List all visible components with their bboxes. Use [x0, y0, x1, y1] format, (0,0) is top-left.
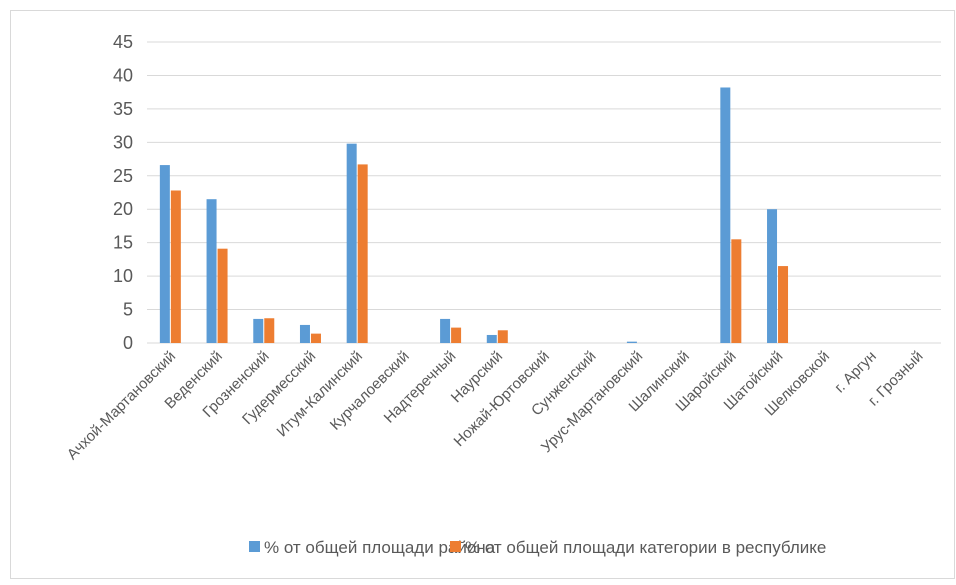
gridlines: [147, 41, 941, 344]
legend-label-2: % от общей площади категории в республик…: [465, 538, 826, 557]
y-tick-label: 30: [113, 132, 133, 152]
bar-chart: 0 5 10 15 20 25 30 35 40 45 Ачхой-МартановскийВед…: [64, 32, 941, 557]
bar-1-5: [346, 143, 357, 343]
bar-1-7: [440, 318, 451, 343]
y-axis-ticks: 0 5 10 15 20 25 30 35 40 45: [113, 32, 133, 353]
y-tick-label: 35: [113, 99, 133, 119]
y-tick-label: 15: [113, 233, 133, 253]
legend: % от общей площади района% от общей площ…: [249, 538, 826, 557]
y-tick-label: 25: [113, 166, 133, 186]
bar-1-8: [486, 334, 497, 343]
bar-1-2: [206, 199, 217, 343]
bar-1-3: [253, 318, 264, 343]
x-tick-label: Итум-Калинский: [274, 348, 366, 440]
bar-2-2: [217, 248, 228, 343]
bar-1-4: [299, 324, 310, 343]
y-tick-label: 20: [113, 199, 133, 219]
bar-2-4: [310, 333, 321, 343]
y-tick-label: 45: [113, 32, 133, 52]
legend-swatch-2: [450, 541, 461, 552]
legend-swatch-1: [249, 541, 260, 552]
bar-2-3: [264, 318, 275, 343]
x-tick-label: Ачхой-Мартановский: [64, 348, 179, 463]
y-tick-label: 40: [113, 65, 133, 85]
bar-2-13: [731, 239, 742, 343]
bar-1-13: [720, 87, 731, 344]
bar-1-11: [626, 341, 637, 343]
bar-1-14: [767, 209, 778, 343]
x-tick-label: Курчалоевский: [327, 348, 413, 434]
bar-2-7: [451, 327, 462, 343]
bar-1-1: [159, 165, 170, 343]
bar-2-5: [357, 164, 368, 343]
bar-2-1: [170, 190, 181, 343]
bar-2-8: [497, 330, 508, 343]
legend-label-1: % от общей площади района: [264, 538, 496, 557]
chart-frame: 0 5 10 15 20 25 30 35 40 45 Ачхой-Мартановский Вед…: [10, 10, 955, 579]
y-tick-label: 0: [123, 333, 133, 353]
y-tick-label: 10: [113, 266, 133, 286]
x-axis-ticks: Ачхой-МартановскийВеденскийГрозненскийГу…: [64, 348, 927, 463]
y-tick-label: 5: [123, 300, 133, 320]
bar-2-14: [778, 266, 789, 343]
bars: [159, 87, 789, 344]
